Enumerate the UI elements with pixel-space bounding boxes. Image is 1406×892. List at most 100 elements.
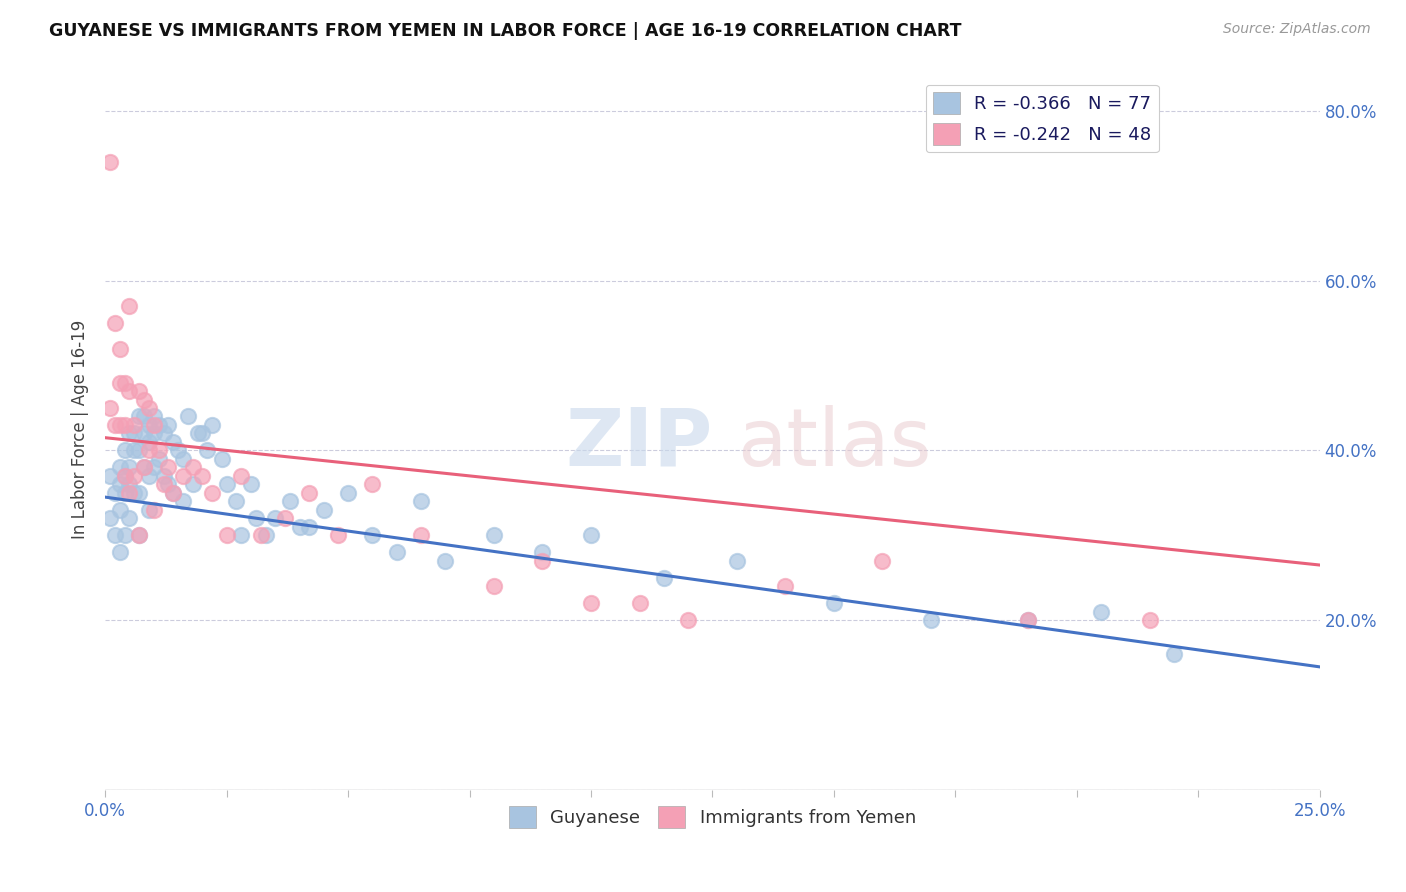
Text: atlas: atlas <box>737 405 931 483</box>
Point <box>118 511 141 525</box>
Point <box>104 316 127 330</box>
Point <box>920 613 942 627</box>
Text: Source: ZipAtlas.com: Source: ZipAtlas.com <box>1223 22 1371 37</box>
Point <box>361 477 384 491</box>
Point <box>409 494 432 508</box>
Point <box>211 451 233 466</box>
Point <box>114 486 136 500</box>
Point <box>191 426 214 441</box>
Point <box>118 486 141 500</box>
Point <box>128 384 150 398</box>
Point <box>148 443 170 458</box>
Y-axis label: In Labor Force | Age 16-19: In Labor Force | Age 16-19 <box>72 319 89 539</box>
Point <box>288 520 311 534</box>
Point <box>104 528 127 542</box>
Point <box>142 460 165 475</box>
Point <box>162 486 184 500</box>
Point <box>201 417 224 432</box>
Point <box>676 613 699 627</box>
Point <box>104 486 127 500</box>
Point <box>579 528 602 542</box>
Point <box>231 469 253 483</box>
Point <box>239 477 262 491</box>
Point <box>132 460 155 475</box>
Point <box>191 469 214 483</box>
Point <box>254 528 277 542</box>
Point <box>124 443 146 458</box>
Point <box>124 417 146 432</box>
Point <box>114 469 136 483</box>
Point <box>132 426 155 441</box>
Point <box>142 426 165 441</box>
Point <box>628 596 651 610</box>
Point <box>337 486 360 500</box>
Point <box>274 511 297 525</box>
Point <box>132 460 155 475</box>
Point <box>108 503 131 517</box>
Point <box>482 579 505 593</box>
Point <box>108 376 131 390</box>
Point <box>531 545 554 559</box>
Point <box>152 426 174 441</box>
Point <box>118 426 141 441</box>
Point <box>118 460 141 475</box>
Point <box>434 554 457 568</box>
Point <box>98 511 121 525</box>
Point <box>128 528 150 542</box>
Point <box>114 443 136 458</box>
Point <box>108 477 131 491</box>
Point <box>108 460 131 475</box>
Point <box>652 571 675 585</box>
Text: GUYANESE VS IMMIGRANTS FROM YEMEN IN LABOR FORCE | AGE 16-19 CORRELATION CHART: GUYANESE VS IMMIGRANTS FROM YEMEN IN LAB… <box>49 22 962 40</box>
Point <box>114 528 136 542</box>
Point <box>361 528 384 542</box>
Point <box>328 528 350 542</box>
Point <box>162 434 184 449</box>
Point <box>195 443 218 458</box>
Point <box>114 469 136 483</box>
Point <box>138 443 160 458</box>
Point <box>157 460 180 475</box>
Point <box>823 596 845 610</box>
Point <box>215 528 238 542</box>
Point <box>172 494 194 508</box>
Point <box>118 299 141 313</box>
Point <box>124 486 146 500</box>
Point <box>128 486 150 500</box>
Point <box>142 417 165 432</box>
Point <box>172 451 194 466</box>
Point <box>167 443 190 458</box>
Point <box>872 554 894 568</box>
Point <box>114 417 136 432</box>
Point <box>201 486 224 500</box>
Point <box>249 528 271 542</box>
Point <box>298 486 321 500</box>
Point <box>298 520 321 534</box>
Point <box>124 426 146 441</box>
Point <box>157 477 180 491</box>
Point <box>409 528 432 542</box>
Point <box>181 460 204 475</box>
Point <box>128 528 150 542</box>
Point <box>108 342 131 356</box>
Point <box>1139 613 1161 627</box>
Point <box>1090 605 1112 619</box>
Point <box>142 409 165 424</box>
Point <box>98 469 121 483</box>
Point <box>225 494 247 508</box>
Point <box>108 417 131 432</box>
Point <box>725 554 748 568</box>
Point <box>138 417 160 432</box>
Point <box>312 503 335 517</box>
Point <box>278 494 301 508</box>
Point <box>142 503 165 517</box>
Point <box>118 384 141 398</box>
Point <box>1017 613 1039 627</box>
Point <box>245 511 267 525</box>
Point <box>138 434 160 449</box>
Point <box>148 451 170 466</box>
Point <box>181 477 204 491</box>
Point <box>118 477 141 491</box>
Point <box>138 401 160 415</box>
Point <box>231 528 253 542</box>
